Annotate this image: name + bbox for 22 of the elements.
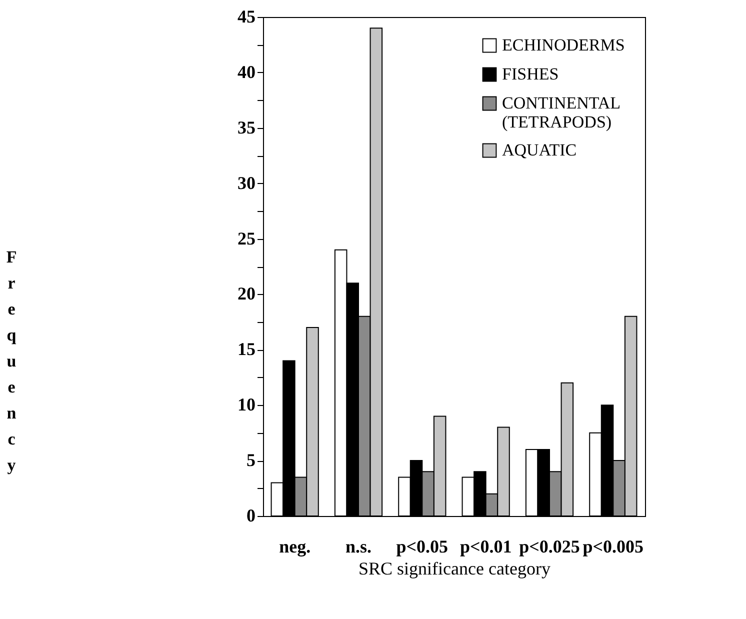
x-tick-label: n.s.	[345, 536, 372, 556]
y-tick-label: 15	[238, 339, 256, 360]
y-tick-label: 10	[238, 394, 256, 415]
x-tick-label: p<0.05	[396, 536, 448, 556]
legend-label: FISHES	[502, 64, 559, 84]
y-tick-label: 30	[238, 172, 256, 193]
legend-label: AQUATIC	[502, 140, 577, 160]
legend-label: CONTINENTAL (TETRAPODS)	[502, 94, 621, 132]
y-tick-label: 5	[246, 450, 256, 470]
y-tick-label: 45	[238, 6, 256, 26]
y-tick-label: 20	[238, 284, 256, 304]
x-tick-label: p<0.01	[460, 536, 512, 556]
y-tick-label: 35	[238, 117, 256, 138]
y-tick-label: 40	[238, 62, 256, 82]
x-tick-label: p<0.025	[519, 536, 580, 556]
x-tick-label: neg.	[279, 536, 311, 556]
x-axis-title: SRC significance category	[358, 558, 550, 578]
y-tick-label: 0	[246, 506, 256, 526]
legend-label: ECHINODERMS	[502, 36, 625, 54]
y-tick-label: 25	[238, 228, 256, 248]
x-tick-label: p<0.005	[582, 536, 644, 556]
text: Frequency	[6, 248, 17, 474]
